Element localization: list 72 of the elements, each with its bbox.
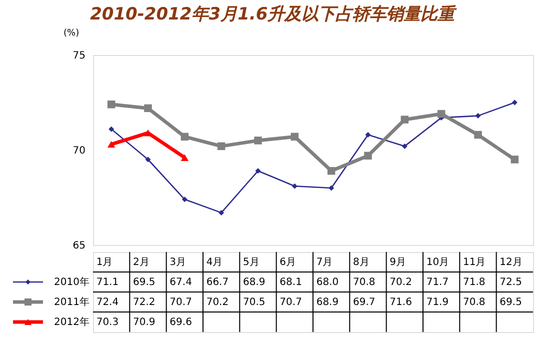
point [254,136,262,144]
x-tick-label: 1月 [96,257,113,268]
data-label: 71.6 [390,297,412,308]
data-label: 70.8 [463,297,486,308]
x-tick-label: 7月 [316,257,333,268]
data-label: 68.1 [280,277,302,288]
y-tick-label: 75 [72,50,86,62]
data-label: 67.4 [170,277,192,288]
x-tick-label: 12月 [500,257,522,268]
point [402,143,408,149]
data-label: 72.5 [500,277,522,288]
x-tick-label: 5月 [243,257,260,268]
point [328,185,334,191]
point [108,126,114,132]
data-label: 70.3 [96,317,119,328]
point [365,132,371,138]
data-label: 69.6 [170,317,192,328]
data-label: 70.5 [243,297,266,308]
data-label: 70.7 [170,297,192,308]
point [400,116,409,124]
data-label: 70.9 [133,317,156,328]
data-label: 66.7 [206,277,229,288]
data-label: 70.7 [280,297,302,308]
point [107,100,116,108]
point [145,156,151,162]
x-tick-label: 2月 [133,257,150,268]
point [437,110,446,118]
point [217,142,226,150]
point [144,104,152,112]
data-label: 71.7 [426,277,449,288]
x-tick-label: 10月 [426,257,450,268]
data-label: 71.9 [426,297,449,308]
x-tick-label: 11月 [463,257,486,268]
y-tick-label: 65 [72,240,86,252]
data-label: 70.2 [206,297,229,308]
legend-label: 2012年 [54,316,90,328]
point [290,132,299,141]
point [327,167,336,175]
point [180,154,189,161]
data-label: 70.8 [353,277,376,288]
data-label: 71.8 [463,277,486,288]
point [475,113,481,119]
x-tick-label: 4月 [206,257,223,268]
point [510,156,519,164]
data-label: 69.5 [133,277,156,288]
point [107,140,116,148]
x-tick-label: 3月 [170,257,186,268]
data-label: 68.0 [316,277,339,288]
legend-label: 2010年 [54,276,90,288]
x-tick-label: 9月 [390,257,406,268]
chart-title: 2010-2012年3月1.6升及以下占轿车销量比重 [90,4,458,24]
point [474,130,482,139]
x-tick-label: 8月 [353,257,370,268]
y-axis-title: (%) [64,28,80,38]
y-tick-label: 70 [72,146,86,156]
data-label: 71.1 [96,277,119,288]
data-label: 70.2 [390,277,412,288]
point [180,132,189,141]
point [182,196,188,202]
point [292,183,298,189]
point [218,210,224,216]
data-label: 72.2 [133,297,156,308]
legend-label: 2011年 [54,296,90,308]
data-label: 69.7 [353,297,376,308]
data-label: 68.9 [316,297,339,308]
data-label: 72.4 [96,297,119,308]
point [255,168,261,174]
data-label: 68.9 [243,277,266,288]
point [512,100,518,106]
point [364,152,372,160]
data-label: 69.5 [500,297,522,308]
x-tick-label: 6月 [280,257,296,268]
